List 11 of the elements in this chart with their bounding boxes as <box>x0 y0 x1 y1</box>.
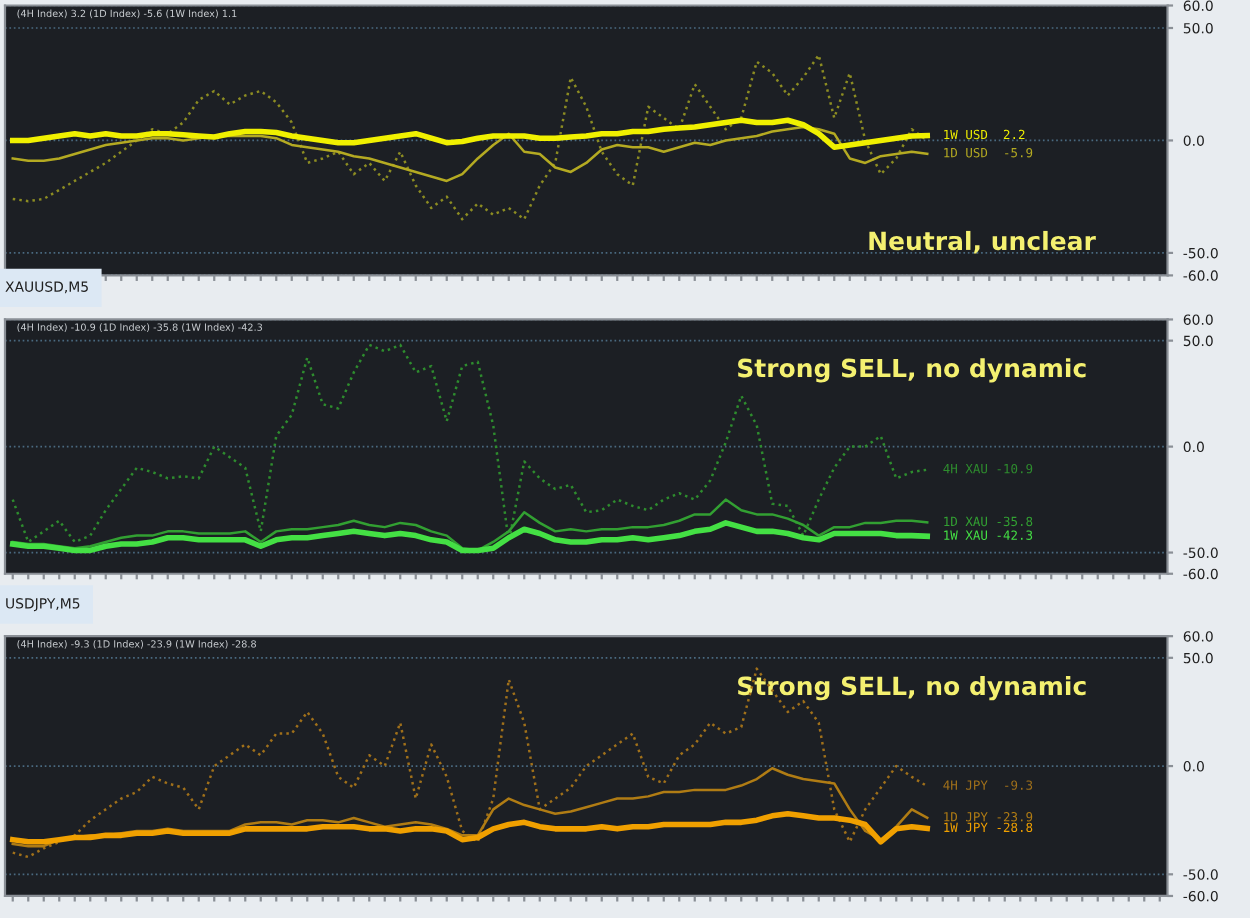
line-series <box>11 498 929 552</box>
line-series <box>11 343 929 544</box>
line-series <box>11 53 929 221</box>
line-series <box>9 810 931 845</box>
line-series <box>11 667 929 859</box>
annotation: Strong SELL, no dynamic <box>738 675 1086 701</box>
line-series <box>11 125 929 183</box>
annotation: Neutral, unclear <box>869 230 1096 254</box>
line-series <box>9 520 931 554</box>
line-series <box>9 117 931 150</box>
annotation: Strong SELL, no dynamic <box>738 358 1086 383</box>
